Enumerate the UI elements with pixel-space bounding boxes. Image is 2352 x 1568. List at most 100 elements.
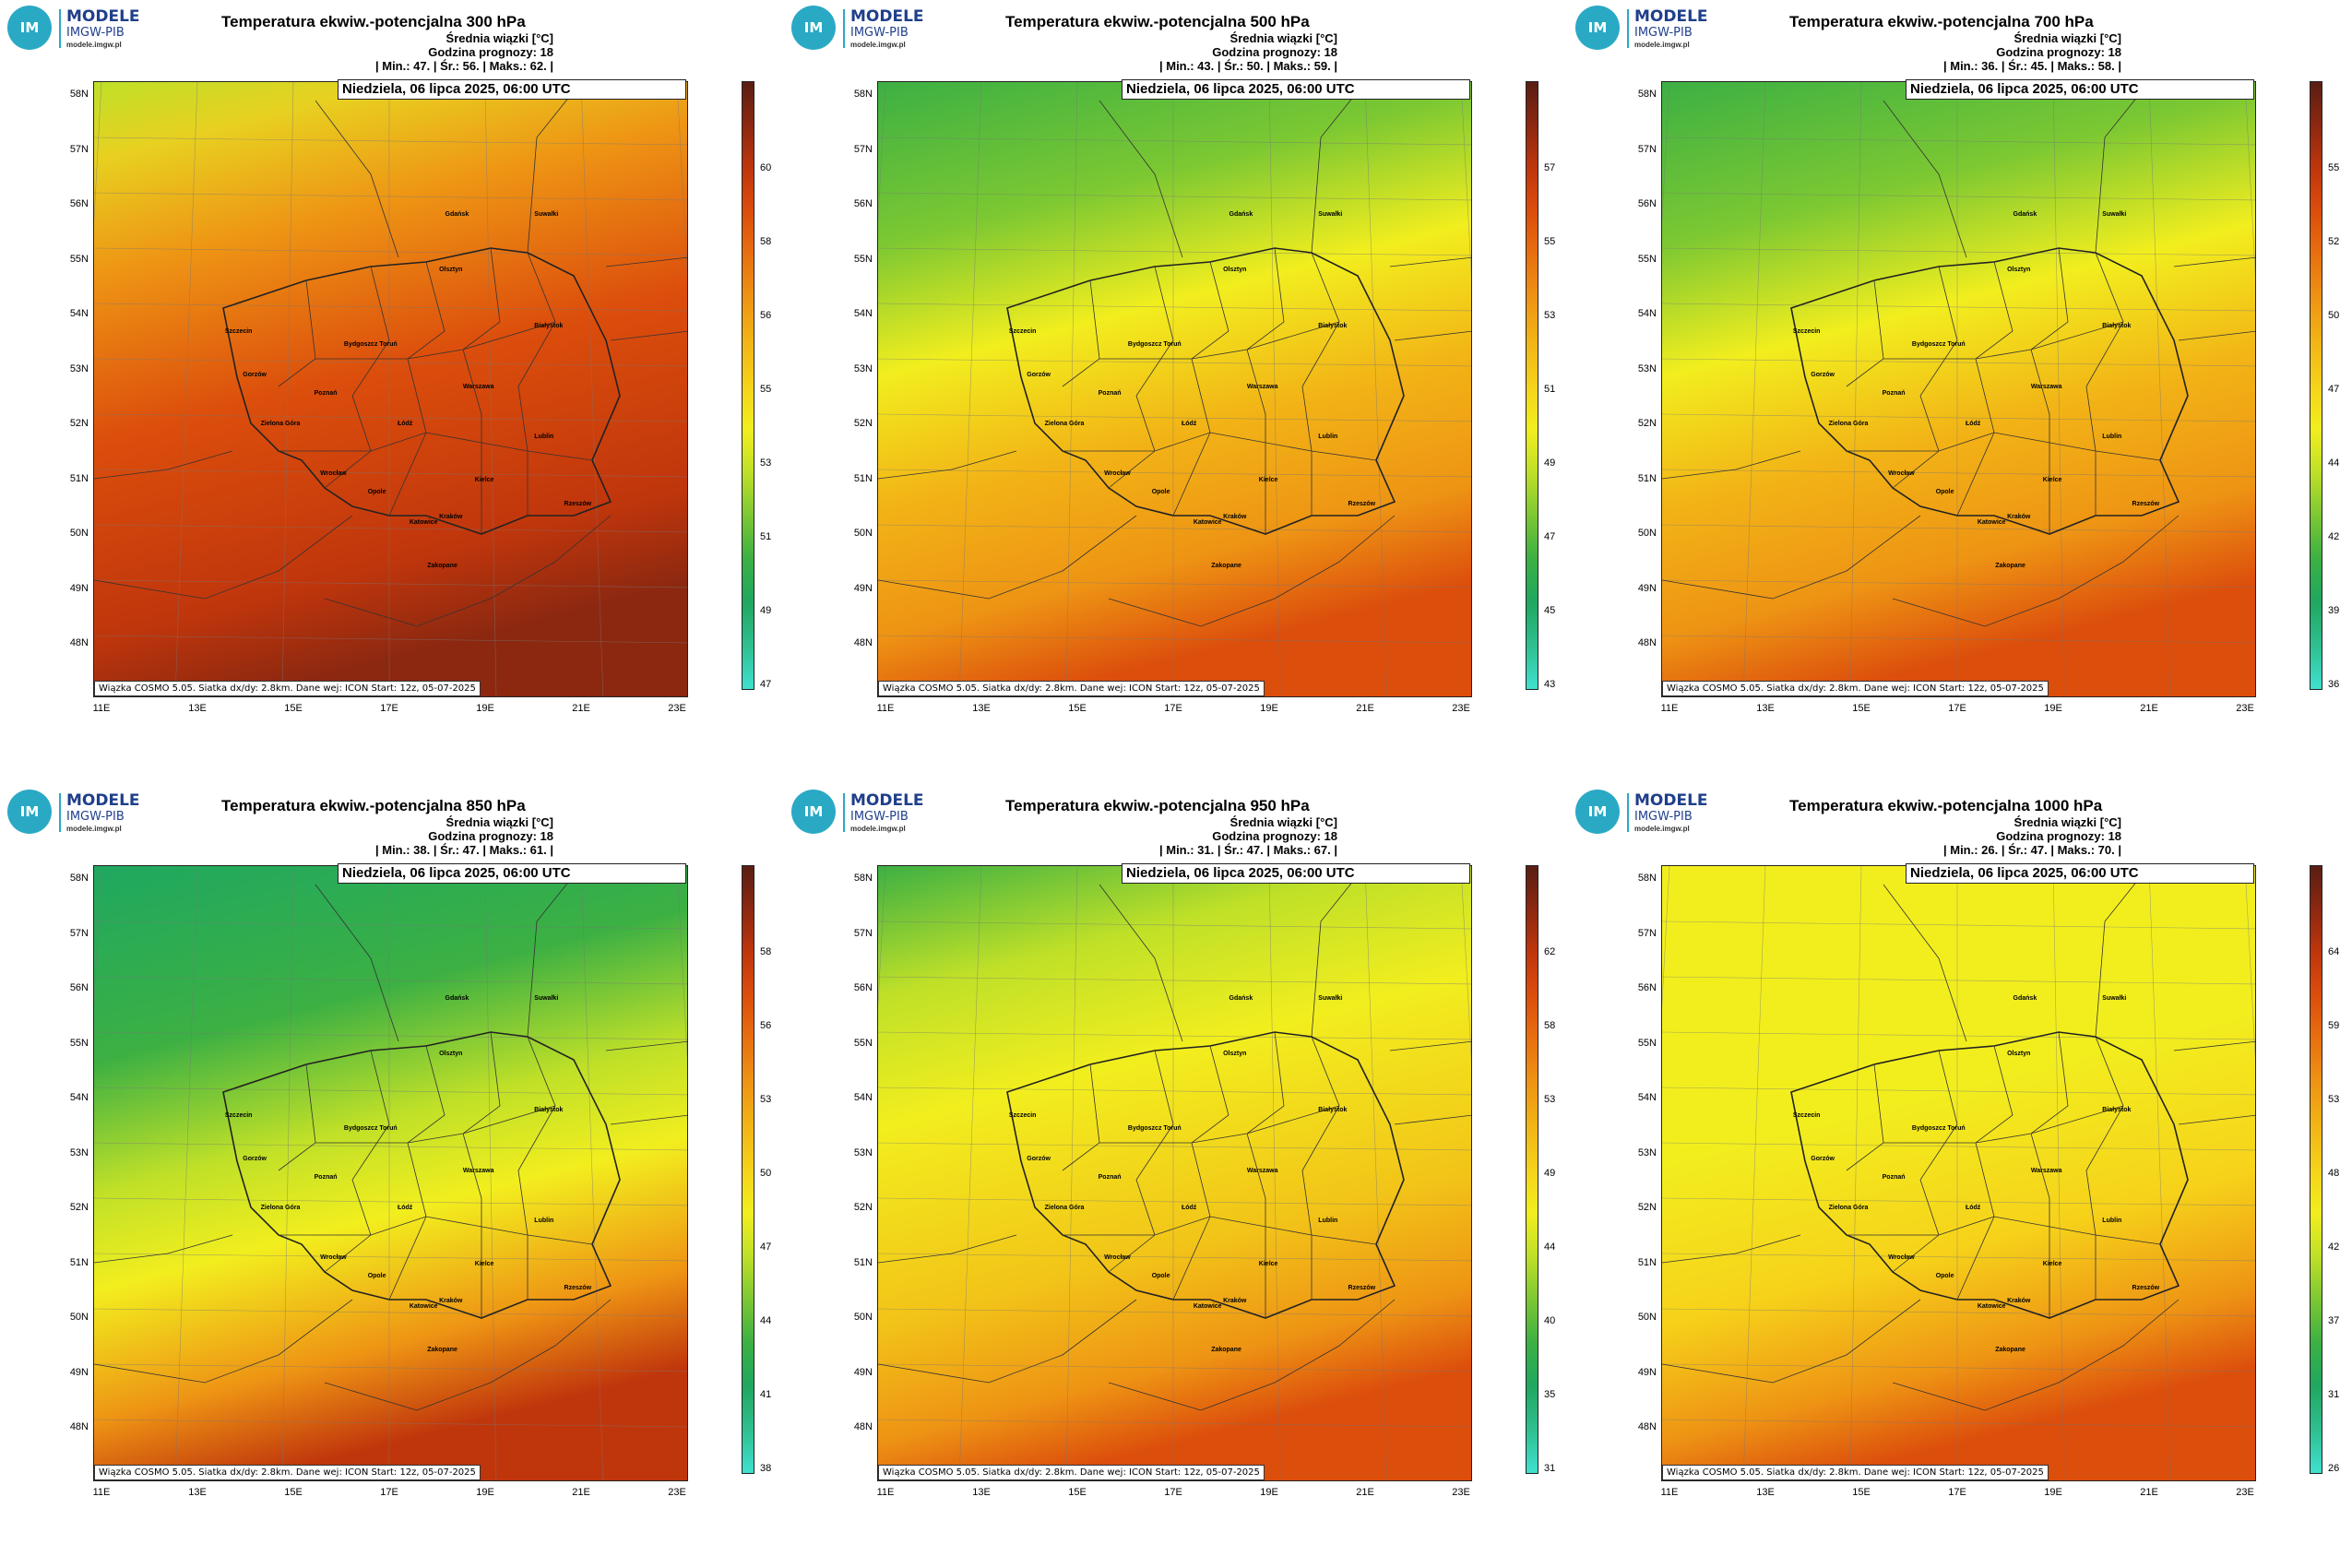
longitude-gridline [958,82,982,696]
colorbar-tick-label: 64 [2328,946,2340,957]
latitude-label: 50N [853,1312,873,1323]
colorbar-tick-label: 49 [760,605,772,616]
logo-url: modele.imgw.pl [66,41,122,49]
latitude-label: 55N [1637,253,1657,265]
logo-url: modele.imgw.pl [1634,41,1690,49]
city-label: Opole [367,1272,386,1279]
valid-date: Niedziela, 06 lipca 2025, 06:00 UTC [338,79,686,100]
city-label: Zakopane [1995,1347,2025,1354]
city-label: Opole [1935,488,1954,495]
longitude-gridline [1742,82,1766,696]
city-label: Opole [1151,488,1170,495]
longitude-label: 23E [668,1487,686,1498]
longitude-gridline [484,866,497,1480]
logo-title: MODELE [66,791,140,810]
longitude-label: 23E [1452,1487,1470,1498]
latitude-gridline [878,1031,1471,1040]
city-label: Warszawa [2030,384,2062,391]
forecast-hour-label: Godzina prognozy: 18 [1212,45,1337,59]
latitude-gridline [94,579,687,588]
city-label: Katowice [1193,1303,1222,1311]
latitude-label: 53N [1637,1146,1657,1158]
panel-title: Temperatura ekwiw.-potencjalna 700 hPa [1789,13,2094,30]
latitude-gridline [1662,247,2255,256]
longitude-gridline [878,866,886,1009]
colorbar-tick-label: 53 [1544,1094,1556,1105]
longitude-label: 15E [1852,1487,1871,1498]
imgw-logo: IM GW MODELE IMGW-PIB modele.imgw.pl [791,6,939,80]
latitude-gridline [94,1308,687,1317]
logo-title: MODELE [66,7,140,26]
city-label: Szczecin [224,1112,253,1120]
city-label: Gorzów [1027,371,1051,378]
city-label: Białystok [2102,322,2132,329]
latitude-gridline [1662,579,2255,588]
latitude-gridline [94,137,687,146]
forecast-hour-label: Godzina prognozy: 18 [1996,829,2121,843]
model-info-caption: Wiązka COSMO 5.05. Siatka dx/dy: 2.8km. … [878,1465,1265,1480]
longitude-gridline [1065,866,1078,1480]
colorbar-tick-label: 43 [1544,679,1556,690]
longitude-label: 23E [1452,703,1470,714]
longitude-gridline [1742,866,1766,1480]
region-borders [1846,247,2161,534]
colorbar-tick-label: 56 [760,310,772,321]
city-label: Łódź [1181,1205,1197,1212]
forecast-hour-label: Godzina prognozy: 18 [428,45,553,59]
latitude-label: 56N [853,982,873,993]
latitude-label: 53N [1637,362,1657,374]
longitude-gridline [281,866,294,1480]
longitude-label: 19E [1260,1487,1278,1498]
city-label: Kraków [439,513,463,520]
logo-separator [59,9,61,48]
longitude-gridline [580,866,604,1480]
city-label: Poznań [314,390,338,397]
longitude-gridline [1849,866,1862,1480]
latitude-label: 52N [853,418,873,429]
neighbour-borders [878,874,1471,1411]
ensemble-mean-label: Średnia wiązki [°C] [2013,815,2121,829]
city-label: Zielona Góra [1044,1205,1085,1212]
map-field-svg [878,82,1471,696]
model-info-caption: Wiązka COSMO 5.05. Siatka dx/dy: 2.8km. … [1662,681,2049,696]
colorbar-tick-label: 49 [1544,457,1556,469]
city-label: Wrocław [320,469,347,477]
city-label: Poznań [1098,390,1122,397]
colorbar-tick-label: 53 [1544,310,1556,321]
colorbar-tick-label: 57 [1544,162,1556,173]
city-label: Suwałki [1318,995,1343,1003]
city-label: Rzeszów [1348,501,1376,508]
colorbar-tick-label: 53 [760,457,772,469]
imgw-logo: IM GW MODELE IMGW-PIB modele.imgw.pl [1575,790,1723,864]
latitude-gridline [878,524,1471,533]
latitude-gridline [1662,635,2255,644]
longitude-gridline [2244,866,2255,1060]
panel-title: Temperatura ekwiw.-potencjalna 1000 hPa [1789,797,2103,814]
longitude-label: 19E [476,703,494,714]
stats-line: | Min.: 47. | Śr.: 56. | Maks.: 62. | [374,59,553,73]
colorbar-tick-label: 42 [2328,531,2340,542]
longitude-gridline [2052,82,2065,696]
latitude-label: 51N [1637,1256,1657,1268]
forecast-hour-label: Godzina prognozy: 18 [428,829,553,843]
longitude-label: 19E [2044,703,2062,714]
longitude-gridline [1364,82,1388,696]
colorbar [1526,81,1538,690]
latitude-label: 49N [69,582,89,594]
latitude-label: 53N [69,362,89,374]
city-label: Kielce [474,476,494,483]
city-label: Lublin [2102,433,2122,440]
colorbar-tick-label: 50 [760,1168,772,1179]
city-label: Łódź [397,421,413,428]
latitude-label: 49N [1637,582,1657,594]
latitude-label: 57N [853,927,873,939]
latitude-label: 51N [853,472,873,484]
latitude-gridline [1662,1197,2255,1206]
longitude-label: 21E [1356,703,1374,714]
city-label: Opole [367,488,386,495]
country-border [1006,247,1405,535]
city-label: Suwałki [1318,211,1343,219]
city-label: Łódź [397,1205,413,1212]
latitude-gridline [94,921,687,930]
latitude-label: 55N [853,1037,873,1049]
